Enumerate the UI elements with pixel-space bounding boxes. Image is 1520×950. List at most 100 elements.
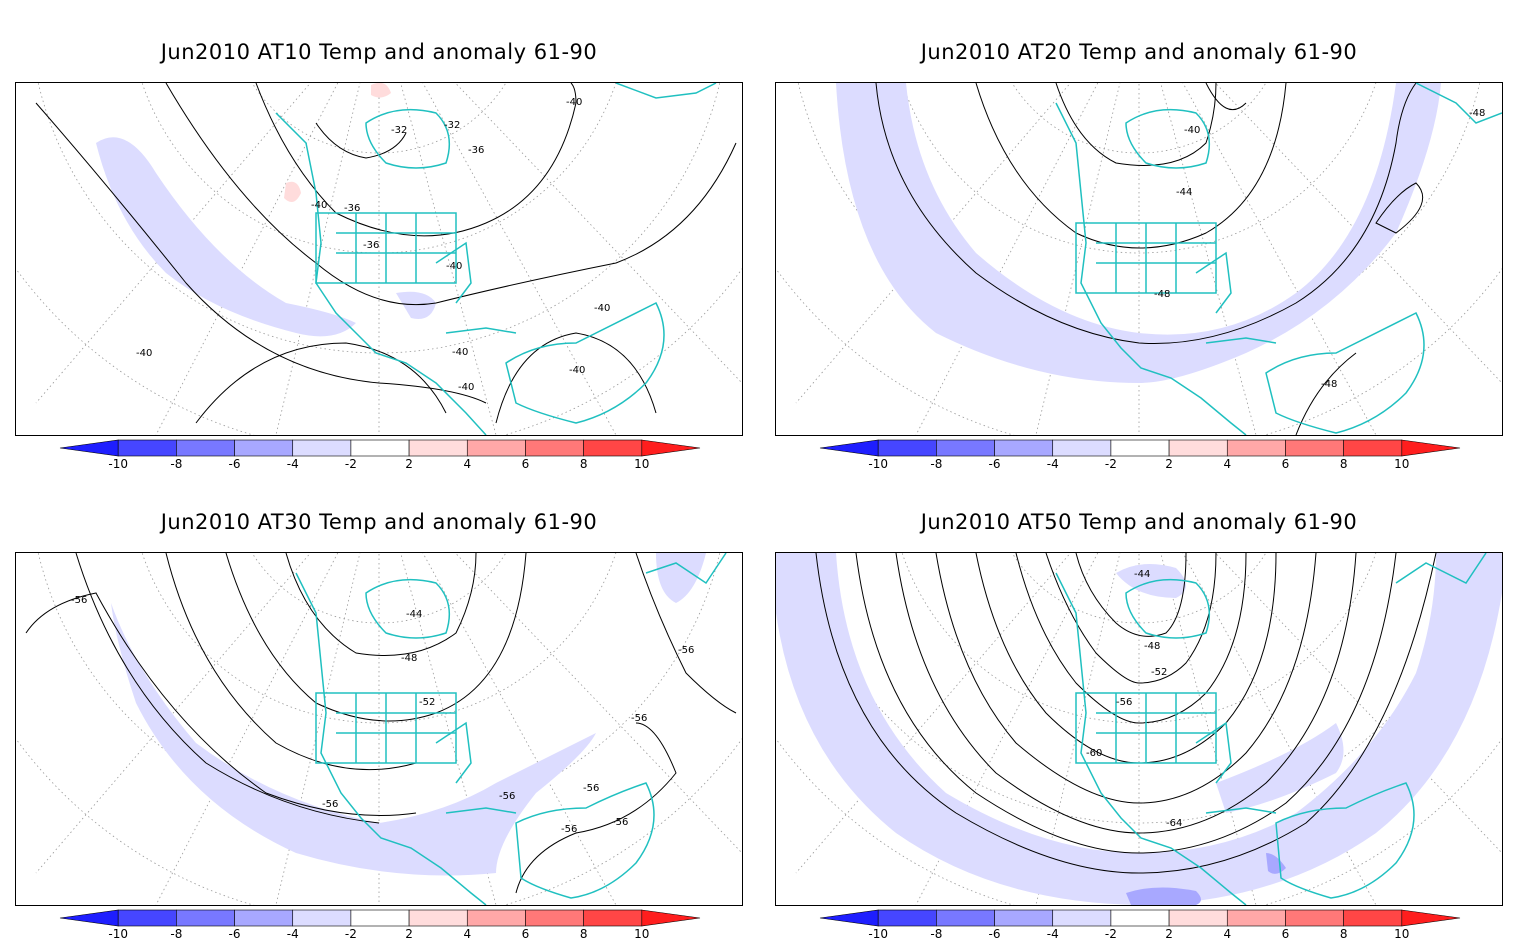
colorbar-segment [350, 439, 410, 457]
contour-label: -52 [1151, 667, 1167, 678]
colorbar-label: -8 [930, 927, 942, 941]
colorbar-arrow-high [641, 439, 701, 457]
colorbar-segment [1168, 439, 1228, 457]
temperature-contours [875, 83, 1424, 435]
contour-label: -56 [612, 817, 628, 828]
map-canvas: -40 -44 -48 -48 -48 [776, 83, 1502, 435]
colorbar-arrow-low [59, 439, 119, 457]
colorbar-label: 2 [405, 927, 413, 941]
colorbar-segment [525, 439, 584, 457]
colorbar-arrow-high [1401, 439, 1461, 457]
map-frame: -56 -44 -48 -52 -56 -56 -56 -56 -56 -56 … [15, 552, 743, 906]
contour-labels: -44 -48 -52 -56 -60 -64 [1086, 569, 1182, 829]
colorbar-label: -10 [868, 927, 888, 941]
colorbar-segment [1168, 909, 1228, 927]
strong-negative-anomaly-region [1126, 853, 1286, 905]
contour-label: -40 [136, 348, 152, 359]
contour-label: -64 [1166, 818, 1182, 829]
contour-labels: -40 -44 -48 -48 -48 [1154, 108, 1485, 390]
colorbar-segment [583, 909, 643, 927]
colorbar-segment [1052, 909, 1112, 927]
map-canvas: -40 -32 -32 -36 -40 -36 -36 -40 -40 -40 … [16, 83, 742, 435]
colorbar-label: 8 [580, 457, 588, 471]
colorbar-segment [583, 439, 643, 457]
contour-label: -56 [499, 791, 515, 802]
colorbar-label: -8 [170, 927, 182, 941]
colorbar-segment [936, 439, 995, 457]
contour-label: -36 [468, 145, 484, 156]
contour-label: -40 [311, 200, 327, 211]
colorbar-segment [292, 909, 352, 927]
graticule [16, 83, 742, 435]
panel-title: Jun2010 AT20 Temp and anomaly 61-90 [920, 40, 1358, 64]
colorbar-segment [1343, 909, 1403, 927]
map-canvas: -44 -48 -52 -56 -60 -64 [776, 553, 1502, 905]
contour-label: -36 [363, 240, 379, 251]
colorbar-label: -8 [930, 457, 942, 471]
contour-labels: -56 -44 -48 -52 -56 -56 -56 -56 -56 -56 … [71, 595, 694, 835]
colorbar-label: -2 [1105, 457, 1117, 471]
colorbar-segment [466, 439, 526, 457]
colorbar-label: 10 [634, 457, 649, 471]
colorbar-label: 6 [522, 457, 530, 471]
panel-title: Jun2010 AT50 Temp and anomaly 61-90 [920, 510, 1358, 534]
contour-label: -56 [322, 799, 338, 810]
contour-label: -56 [678, 645, 694, 656]
colorbar-label: -4 [1047, 927, 1059, 941]
contour-label: -48 [1144, 641, 1160, 652]
colorbar-arrow-low [819, 909, 879, 927]
colorbar-segment [466, 909, 526, 927]
contour-label: -40 [452, 347, 468, 358]
contour-label: -44 [406, 609, 422, 620]
panel-title: Jun2010 AT10 Temp and anomaly 61-90 [160, 40, 598, 64]
colorbar-label: 2 [1165, 927, 1173, 941]
colorbar-label: -6 [229, 457, 241, 471]
colorbar-label: -10 [868, 457, 888, 471]
colorbar-label: 8 [1340, 927, 1348, 941]
colorbar-label: 2 [1165, 457, 1173, 471]
colorbar-label: -4 [287, 927, 299, 941]
contour-label: -56 [1116, 697, 1132, 708]
colorbar-segment [234, 909, 294, 927]
map-frame: -40 -32 -32 -36 -40 -36 -36 -40 -40 -40 … [15, 82, 743, 436]
colorbar-segment [1110, 439, 1170, 457]
colorbar-segment [877, 909, 937, 927]
contour-label: -40 [446, 261, 462, 272]
colorbar-label: 4 [1223, 927, 1231, 941]
contour-label: -48 [401, 653, 417, 664]
colorbar: -10 -8 -6 -4 -2 2 4 6 8 10 [59, 909, 701, 941]
contour-label: -40 [566, 97, 582, 108]
colorbar-segment [994, 909, 1054, 927]
colorbar-segment [1226, 439, 1286, 457]
colorbar-label: -4 [1047, 457, 1059, 471]
colorbar-segment [1052, 439, 1112, 457]
contour-label: -44 [1176, 187, 1192, 198]
map-frame: -40 -44 -48 -48 -48 [775, 82, 1503, 436]
colorbar-segment [525, 909, 584, 927]
colorbar-label: -4 [287, 457, 299, 471]
colorbar: -10 -8 -6 -4 -2 2 4 6 8 10 [59, 439, 701, 471]
map-frame: -44 -48 -52 -56 -60 -64 [775, 552, 1503, 906]
colorbar-label: 2 [405, 457, 413, 471]
colorbar-segment [936, 909, 995, 927]
map-panel-at50: Jun2010 AT50 Temp and anomaly 61-90 [775, 510, 1503, 950]
colorbar-arrow-high [1401, 909, 1461, 927]
colorbar-label: 6 [522, 927, 530, 941]
contour-labels: -40 -32 -32 -36 -40 -36 -36 -40 -40 -40 … [136, 97, 610, 393]
colorbar-label: 10 [1394, 457, 1409, 471]
contour-label: -56 [561, 824, 577, 835]
coastline [1055, 553, 1487, 905]
colorbar-segment [292, 439, 352, 457]
contour-label: -44 [1134, 569, 1150, 580]
colorbar-label: -6 [989, 457, 1001, 471]
coastline [295, 553, 727, 905]
panel-title: Jun2010 AT30 Temp and anomaly 61-90 [160, 510, 598, 534]
contour-label: -32 [444, 120, 460, 131]
colorbar-label: 6 [1282, 457, 1290, 471]
temperature-contours [815, 553, 1437, 874]
map-canvas: -56 -44 -48 -52 -56 -56 -56 -56 -56 -56 … [16, 553, 742, 905]
contour-label: -48 [1469, 108, 1485, 119]
colorbar-segment [117, 909, 177, 927]
colorbar-label: 10 [1394, 927, 1409, 941]
colorbar-label: -2 [345, 457, 357, 471]
